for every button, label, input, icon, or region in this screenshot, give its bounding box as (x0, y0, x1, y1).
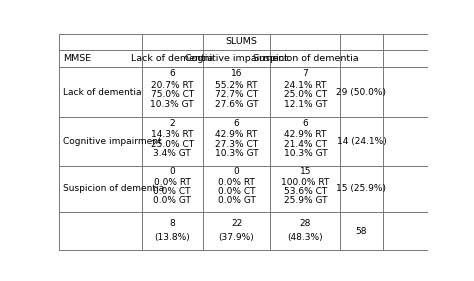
Text: 6: 6 (302, 119, 308, 128)
Text: Lack of dementia: Lack of dementia (131, 54, 213, 63)
Text: 16: 16 (231, 69, 242, 78)
Text: Suspicion of dementia: Suspicion of dementia (253, 54, 358, 63)
Text: 10.3% GT: 10.3% GT (283, 149, 327, 158)
Text: 0.0% GT: 0.0% GT (218, 196, 255, 205)
Text: 55.2% RT: 55.2% RT (215, 81, 258, 90)
Text: 14.3% RT: 14.3% RT (151, 130, 193, 139)
Text: 20.7% RT: 20.7% RT (151, 81, 193, 90)
Text: 42.9% RT: 42.9% RT (284, 130, 327, 139)
Text: 0: 0 (234, 167, 239, 176)
Text: 3.4% GT: 3.4% GT (153, 149, 191, 158)
Text: 6: 6 (234, 119, 239, 128)
Text: 72.7% CT: 72.7% CT (215, 90, 258, 99)
Text: (37.9%): (37.9%) (219, 234, 255, 243)
Text: 25.0% CT: 25.0% CT (284, 90, 327, 99)
Text: SLUMS: SLUMS (225, 37, 257, 46)
Text: 7: 7 (302, 69, 308, 78)
Text: 75.0% CT: 75.0% CT (151, 90, 194, 99)
Text: Cognitive impairment: Cognitive impairment (63, 137, 162, 146)
Text: Lack of dementia: Lack of dementia (63, 88, 141, 97)
Text: 8: 8 (169, 219, 175, 228)
Text: (48.3%): (48.3%) (288, 234, 323, 243)
Text: 12.1% GT: 12.1% GT (283, 100, 327, 109)
Text: 0.0% GT: 0.0% GT (153, 196, 191, 205)
Text: 25.0% CT: 25.0% CT (151, 140, 194, 149)
Text: 14 (24.1%): 14 (24.1%) (337, 137, 386, 146)
Text: 10.3% GT: 10.3% GT (150, 100, 194, 109)
Text: 29 (50.0%): 29 (50.0%) (337, 88, 386, 97)
Text: 25.9% GT: 25.9% GT (283, 196, 327, 205)
Text: 0: 0 (169, 167, 175, 176)
Text: 15 (25.9%): 15 (25.9%) (337, 184, 386, 193)
Text: 28: 28 (300, 219, 311, 228)
Text: MMSE: MMSE (63, 54, 91, 63)
Text: Suspicion of dementia: Suspicion of dementia (63, 184, 164, 193)
Text: 21.4% CT: 21.4% CT (284, 140, 327, 149)
Text: Cognitive impairment: Cognitive impairment (185, 54, 288, 63)
Text: 0.0% RT: 0.0% RT (218, 178, 255, 187)
Text: 10.3% GT: 10.3% GT (215, 149, 258, 158)
Text: 2: 2 (169, 119, 175, 128)
Text: 100.0% RT: 100.0% RT (281, 178, 329, 187)
Text: 42.9% RT: 42.9% RT (215, 130, 258, 139)
Text: 58: 58 (356, 227, 367, 236)
Text: 0.0% CT: 0.0% CT (218, 187, 255, 196)
Text: 27.6% GT: 27.6% GT (215, 100, 258, 109)
Text: 22: 22 (231, 219, 242, 228)
Text: 27.3% CT: 27.3% CT (215, 140, 258, 149)
Text: 53.6% CT: 53.6% CT (284, 187, 327, 196)
Text: (13.8%): (13.8%) (155, 234, 190, 243)
Text: 24.1% RT: 24.1% RT (284, 81, 327, 90)
Text: 15: 15 (300, 167, 311, 176)
Text: 0.0% RT: 0.0% RT (154, 178, 191, 187)
Text: 6: 6 (169, 69, 175, 78)
Text: 0.0% CT: 0.0% CT (154, 187, 191, 196)
